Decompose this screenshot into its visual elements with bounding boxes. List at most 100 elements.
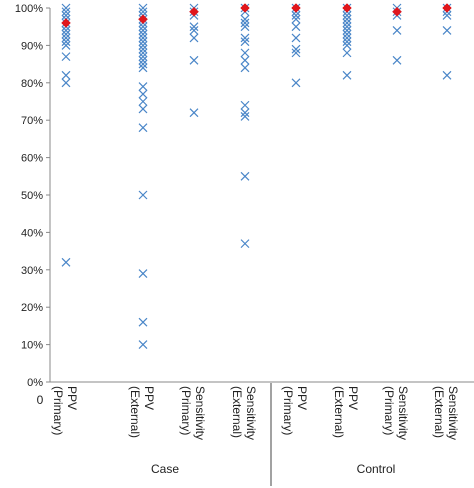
x-marker-point — [342, 11, 352, 20]
x-marker-point — [342, 37, 352, 47]
x-marker-point — [138, 40, 148, 50]
x-marker-point — [189, 22, 199, 32]
x-marker-point — [61, 33, 71, 43]
x-category-label-line: Sensitivity — [244, 386, 258, 440]
diamond-marker-point — [189, 6, 199, 17]
x-marker-point — [138, 55, 148, 65]
x-marker-point — [392, 26, 402, 35]
x-marker-point — [240, 112, 250, 121]
x-marker-point — [342, 18, 352, 28]
x-category-label-line: (Primary) — [51, 386, 65, 435]
x-marker-point — [291, 11, 301, 20]
x-marker-point — [138, 3, 148, 13]
x-marker-point — [291, 78, 301, 88]
x-marker-point — [138, 33, 148, 43]
x-category-label: Sensitivity(Primary) — [382, 386, 410, 440]
x-marker-point — [291, 22, 301, 32]
x-category-label-line: Sensitivity — [193, 386, 207, 440]
x-marker-point — [342, 29, 352, 39]
x-marker-point — [138, 190, 148, 200]
x-marker-point — [291, 14, 301, 24]
x-marker-point — [138, 123, 148, 133]
x-origin-label: 0 — [37, 393, 44, 407]
diamond-marker-point — [138, 14, 148, 25]
x-category-label: Sensitivity(External) — [432, 386, 460, 440]
x-marker-point — [61, 37, 71, 47]
x-marker-point — [189, 33, 199, 43]
x-marker-point — [61, 40, 71, 50]
diamond-marker-point — [342, 3, 352, 13]
y-tick-label: 40% — [21, 227, 43, 239]
x-marker-point — [138, 269, 148, 278]
x-marker-point — [240, 63, 250, 73]
x-marker-point — [240, 14, 250, 24]
x-marker-point — [61, 3, 71, 13]
x-marker-point — [61, 26, 71, 35]
x-marker-point — [240, 55, 250, 65]
x-category-label: Sensitivity(External) — [230, 386, 258, 440]
y-tick-label: 30% — [21, 265, 43, 277]
x-category-label-line: PPV — [65, 386, 79, 410]
x-marker-point — [138, 7, 148, 17]
y-tick-label: 70% — [21, 115, 43, 127]
y-tick-label: 90% — [21, 40, 43, 52]
x-marker-point — [240, 48, 250, 58]
x-marker-point — [138, 26, 148, 35]
diamond-marker-point — [392, 6, 402, 17]
diamond-marker-point — [442, 3, 452, 13]
x-marker-point — [61, 70, 71, 80]
x-marker-point — [138, 22, 148, 32]
x-marker-point — [189, 108, 199, 118]
x-marker-point — [240, 33, 250, 43]
x-marker-point — [442, 11, 452, 20]
x-category-label-line: (Primary) — [281, 386, 295, 435]
x-marker-point — [138, 48, 148, 58]
group-label: Control — [357, 462, 396, 476]
x-category-label: PPV(Primary) — [51, 386, 79, 435]
x-marker-point — [240, 22, 250, 32]
y-tick-label: 100% — [15, 3, 43, 15]
y-tick-label: 50% — [21, 190, 43, 202]
x-category-label-line: (External) — [432, 386, 446, 438]
x-marker-point — [61, 257, 71, 267]
x-marker-point — [342, 22, 352, 32]
diamond-marker-point — [291, 3, 301, 13]
x-category-label-line: PPV — [346, 386, 360, 410]
x-marker-point — [342, 48, 352, 58]
y-tick-label: 10% — [21, 340, 43, 352]
x-marker-point — [138, 59, 148, 69]
x-marker-point — [240, 18, 250, 28]
x-category-label: PPV(External) — [128, 386, 156, 438]
x-marker-point — [240, 100, 250, 110]
x-category-label: Sensitivity(Primary) — [179, 386, 207, 440]
x-marker-point — [138, 82, 148, 91]
x-marker-point — [342, 33, 352, 43]
diamond-marker-point — [61, 18, 71, 28]
x-marker-point — [61, 52, 71, 62]
x-marker-point — [442, 26, 452, 35]
x-category-label-line: Sensitivity — [446, 386, 460, 440]
x-category-label-line: (External) — [332, 386, 346, 438]
x-marker-point — [392, 55, 402, 65]
x-marker-point — [138, 44, 148, 54]
x-marker-point — [61, 78, 71, 88]
x-marker-point — [138, 63, 148, 73]
x-category-label-line: PPV — [295, 386, 309, 410]
y-tick-label: 0% — [27, 377, 43, 389]
x-marker-point — [342, 70, 352, 80]
x-marker-point — [61, 11, 71, 20]
x-marker-point — [61, 7, 71, 17]
x-marker-point — [342, 26, 352, 35]
x-marker-point — [240, 239, 250, 249]
x-marker-point — [342, 40, 352, 50]
y-tick-label: 80% — [21, 78, 43, 90]
x-category-label: PPV(Primary) — [281, 386, 309, 435]
x-marker-point — [61, 29, 71, 39]
x-marker-point — [189, 26, 199, 35]
x-marker-point — [240, 37, 250, 47]
x-marker-point — [442, 70, 452, 80]
x-category-label-line: (Primary) — [382, 386, 396, 435]
x-marker-point — [240, 171, 250, 181]
x-category-label: PPV(External) — [332, 386, 360, 438]
